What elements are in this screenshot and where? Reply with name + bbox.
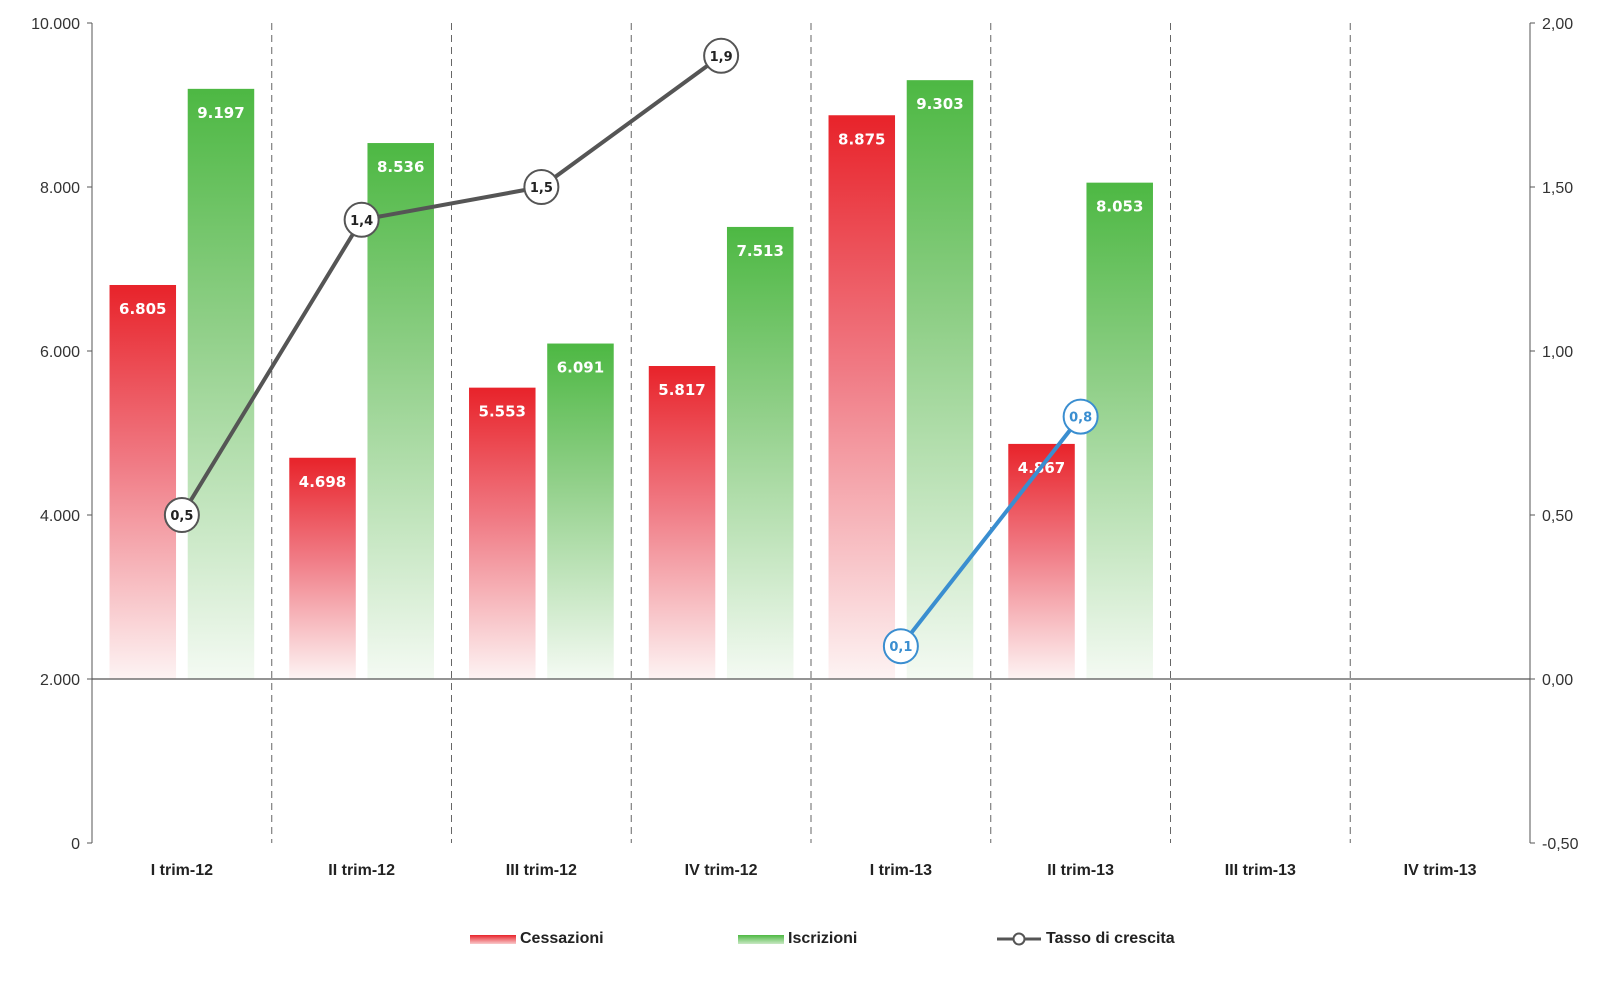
growth-point-label: 1,5	[530, 181, 553, 196]
right-tick-label: 0,00	[1542, 672, 1573, 689]
bar-iscrizioni	[547, 343, 614, 679]
legend-label-cessazioni: Cessazioni	[520, 930, 604, 947]
right-tick-label: 2,00	[1542, 16, 1573, 33]
bar-iscrizioni	[1086, 182, 1153, 680]
legend-label-iscrizioni: Iscrizioni	[788, 930, 858, 947]
growth-point-label: 0,5	[170, 509, 193, 524]
growth-point-label: 1,4	[350, 214, 373, 229]
bar-value-label-iscrizioni: 9.197	[197, 104, 244, 122]
growth-point-marker	[523, 169, 560, 205]
legend-label-tasso: Tasso di crescita	[1046, 930, 1175, 947]
left-tick-label: 4.000	[40, 508, 80, 525]
right-tick-label: 0,50	[1542, 508, 1573, 525]
x-category-label: IV trim-13	[1404, 862, 1477, 879]
right-tick-label: 1,00	[1542, 344, 1573, 361]
bar-cessazioni	[109, 284, 177, 679]
legend-swatch-iscrizioni	[738, 934, 784, 944]
chart-legend: Cessazioni Iscrizioni Tasso di crescita	[0, 922, 1619, 962]
growth-point-marker	[163, 497, 200, 533]
left-tick-label: 10.000	[31, 16, 80, 33]
combo-chart: 02.0004.0006.0008.00010.000-0,500,000,50…	[31, 16, 1579, 879]
bar-value-label-iscrizioni: 7.513	[736, 242, 783, 260]
growth-point-marker	[1062, 398, 1099, 435]
bar-value-label-iscrizioni: 6.091	[557, 359, 604, 377]
bar-value-label-cessazioni: 5.817	[658, 381, 705, 399]
bar-value-label-iscrizioni: 8.536	[377, 158, 424, 176]
legend-swatch-cessazioni	[470, 934, 516, 944]
bar-value-label-cessazioni: 8.875	[838, 130, 885, 148]
growth-point-marker	[703, 37, 740, 74]
x-category-label: III trim-12	[506, 862, 577, 879]
bar-iscrizioni	[187, 88, 255, 679]
bar-cessazioni	[648, 366, 716, 679]
x-category-label: I trim-13	[870, 862, 932, 879]
legend-item-tasso: Tasso di crescita	[996, 930, 1175, 948]
bar-iscrizioni	[726, 226, 794, 679]
x-category-label: I trim-12	[151, 862, 213, 879]
left-tick-label: 2.000	[40, 672, 80, 689]
growth-line-2	[899, 415, 1083, 648]
bar-value-label-cessazioni: 6.805	[119, 300, 166, 318]
x-category-label: III trim-13	[1225, 862, 1296, 879]
left-tick-label: 6.000	[40, 344, 80, 361]
right-tick-label: 1,50	[1542, 180, 1573, 197]
left-tick-label: 0	[71, 836, 80, 853]
growth-point-label: 1,9	[710, 50, 733, 65]
bar-value-label-iscrizioni: 8.053	[1096, 198, 1143, 216]
x-category-label: II trim-12	[328, 862, 395, 879]
legend-line-marker-icon	[997, 932, 1041, 946]
bar-cessazioni	[1008, 443, 1075, 679]
x-category-label: IV trim-12	[685, 862, 758, 879]
left-tick-label: 8.000	[40, 180, 80, 197]
growth-point-marker	[343, 201, 380, 238]
growth-point-label: 0,1	[889, 640, 912, 655]
growth-line-1	[180, 54, 723, 517]
bar-value-label-cessazioni: 4.698	[299, 473, 346, 491]
right-tick-label: -0,50	[1542, 836, 1579, 853]
bar-value-label-cessazioni: 5.553	[479, 403, 526, 421]
bar-cessazioni	[469, 387, 536, 679]
legend-item-cessazioni: Cessazioni	[470, 930, 604, 948]
bar-cessazioni	[289, 457, 356, 679]
legend-item-iscrizioni: Iscrizioni	[738, 930, 857, 948]
growth-point-marker	[882, 628, 919, 665]
bar-value-label-iscrizioni: 9.303	[916, 95, 963, 113]
bar-iscrizioni	[367, 143, 434, 680]
x-category-label: II trim-13	[1047, 862, 1114, 879]
growth-point-label: 0,8	[1069, 411, 1092, 426]
bar-iscrizioni	[906, 80, 974, 680]
bar-cessazioni	[828, 115, 896, 679]
